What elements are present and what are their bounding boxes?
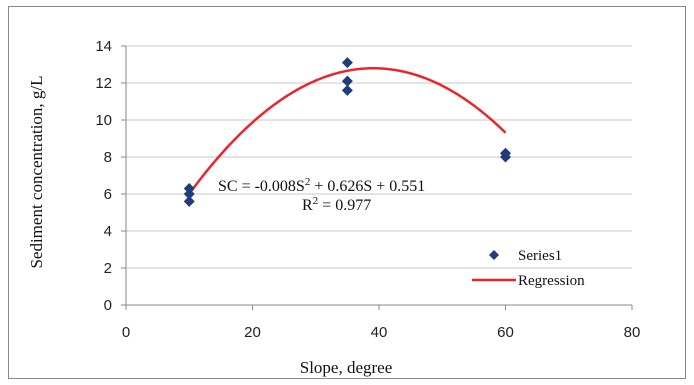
axes (121, 45, 633, 310)
x-tick-20: 20 (244, 324, 261, 341)
data-point-3 (183, 182, 195, 194)
y-tick-0: 0 (104, 297, 112, 314)
legend-label-series1: Series1 (518, 248, 562, 264)
y-tick-14: 14 (95, 38, 112, 55)
data-points (183, 57, 511, 207)
x-axis-title: Slope, degree (300, 358, 393, 377)
x-tick-60: 60 (497, 324, 514, 341)
y-tick-labels: 0 2 4 6 8 10 12 14 (95, 38, 112, 314)
y-tick-8: 8 (104, 149, 112, 166)
data-point-4 (341, 84, 353, 96)
legend-marker-series1 (489, 250, 499, 260)
y-axis-title: Sediment concentration, g/L (27, 75, 46, 268)
x-tick-0: 0 (122, 324, 130, 341)
regression-line (188, 67, 507, 195)
data-point-1 (183, 195, 195, 207)
legend: Series1 Regression (472, 248, 585, 289)
gridlines (126, 45, 632, 269)
data-point-6 (341, 57, 353, 69)
r-squared-label: R2 = 0.977 (302, 195, 371, 214)
y-tick-12: 12 (95, 75, 112, 92)
x-tick-labels: 0 20 40 60 80 (122, 324, 641, 341)
y-tick-2: 2 (104, 260, 112, 277)
regression-curve (188, 67, 507, 195)
data-point-8 (500, 147, 511, 159)
data-point-5 (341, 75, 353, 87)
chart-frame (8, 6, 686, 379)
data-point-2 (183, 188, 195, 200)
regression-equation: SC = -0.008S2 + 0.626S + 0.551 (218, 176, 425, 195)
y-tick-10: 10 (95, 112, 112, 129)
y-tick-6: 6 (104, 186, 112, 203)
y-tick-4: 4 (104, 223, 112, 240)
legend-label-regression: Regression (518, 273, 585, 289)
x-tick-40: 40 (371, 324, 388, 341)
x-tick-80: 80 (624, 324, 641, 341)
